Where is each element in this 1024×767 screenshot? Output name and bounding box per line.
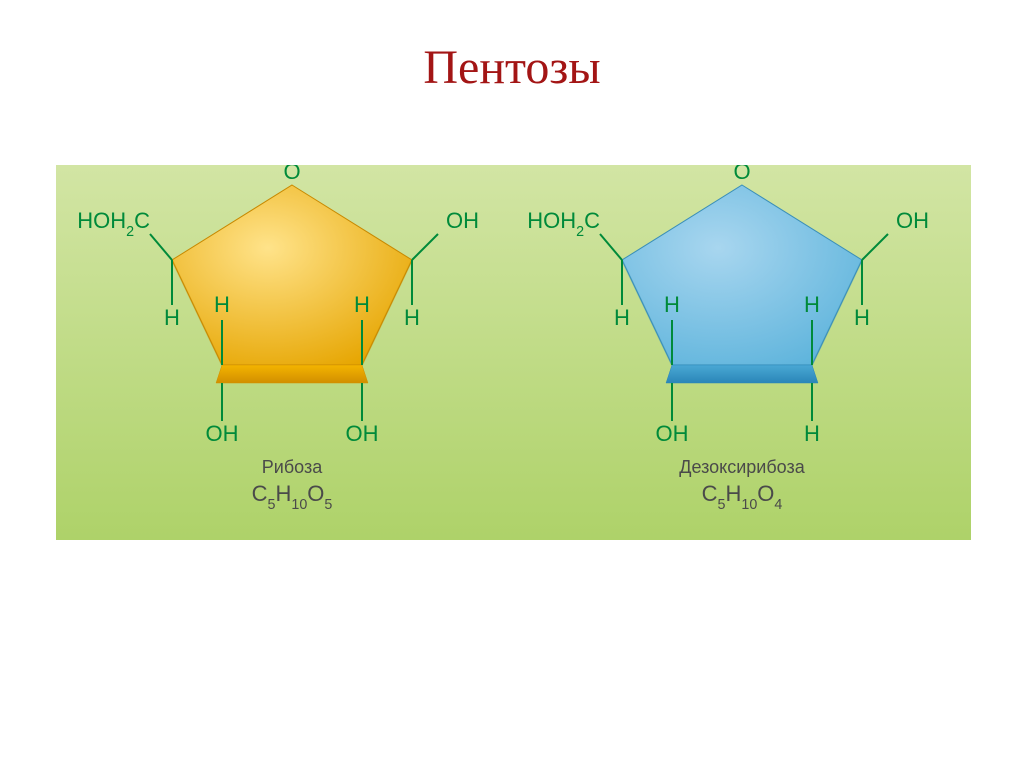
h-label: H	[804, 292, 820, 317]
oxygen-label: O	[733, 165, 750, 184]
molecule-name: Дезоксирибоза	[679, 457, 805, 477]
bottom-group-label: H	[804, 421, 820, 446]
h-label: H	[854, 305, 870, 330]
oh-label: OH	[446, 208, 479, 233]
pentose-diagram: OHOH2CHOHHHOHHOHРибозаC5H10O5OHOH2CHOHHH…	[56, 165, 971, 540]
h-label: H	[164, 305, 180, 330]
diagram-container: OHOH2CHOHHHOHHOHРибозаC5H10O5OHOH2CHOHHH…	[56, 165, 971, 540]
bottom-group-label: OH	[346, 421, 379, 446]
bottom-group-label: OH	[206, 421, 239, 446]
bottom-group-label: OH	[656, 421, 689, 446]
pentagon-front-edge	[216, 365, 368, 383]
h-label: H	[404, 305, 420, 330]
h-label: H	[664, 292, 680, 317]
h-label: H	[614, 305, 630, 330]
page-title: Пентозы	[0, 0, 1024, 95]
molecule-name: Рибоза	[262, 457, 323, 477]
h-label: H	[214, 292, 230, 317]
pentagon-front-edge	[666, 365, 818, 383]
h-label: H	[354, 292, 370, 317]
oh-label: OH	[896, 208, 929, 233]
oxygen-label: O	[283, 165, 300, 184]
